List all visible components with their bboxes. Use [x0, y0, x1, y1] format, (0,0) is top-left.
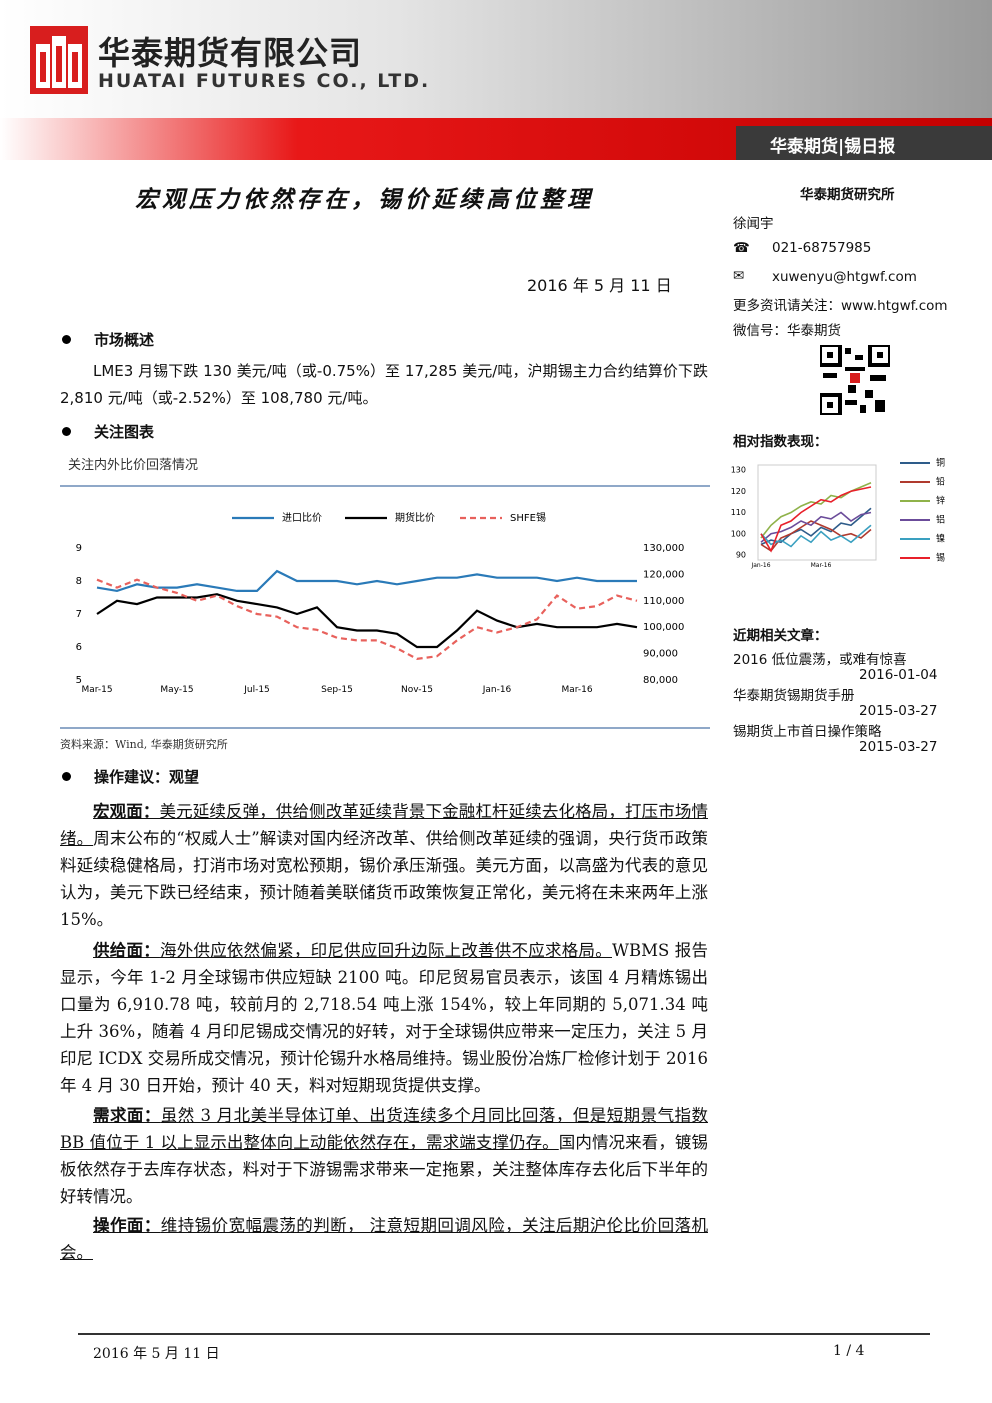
index-title: 相对指数表现： [733, 434, 828, 450]
legend-label: 铜 [936, 457, 945, 469]
paragraph-text: WBMS 报告显示，今年 1-2 月全球锡市供应短缺 2100 吨。印尼贸易官员… [60, 941, 709, 1095]
y-tick-label: 90 [736, 551, 746, 560]
legend-label: 进口比价 [282, 512, 322, 524]
page-number: 1 / 4 [833, 1343, 865, 1359]
y2-tick-label: 90,000 [643, 649, 678, 660]
y2-tick-label: 80,000 [643, 675, 678, 686]
x-tick-label: Mar-16 [561, 685, 592, 695]
analyst: 徐闻宇 [733, 216, 774, 232]
key-point: 美元延续反弹，供给侧改革延续背景下金融杠杆延续去化格局，打压市场情绪。 [60, 802, 708, 848]
series-line [96, 569, 637, 593]
email: xuwenyu@htgwf.com [772, 269, 917, 285]
y2-tick-label: 110,000 [643, 596, 684, 607]
series-line [96, 578, 638, 661]
website: 更多资讯请关注：www.htgwf.com [733, 298, 948, 314]
logo [30, 26, 88, 94]
series-line [760, 524, 872, 548]
article-title: 2016 低位震荡，或难有惊喜 [733, 652, 907, 668]
x-tick-label: Mar-16 [811, 562, 832, 569]
section-heading: 操作建议：观望 [94, 768, 200, 786]
series-line [760, 486, 872, 553]
paragraph-label: 供给面： [93, 941, 160, 960]
y-tick-label: 5 [76, 675, 82, 686]
y2-tick-label: 130,000 [643, 543, 684, 554]
section-heading: 市场概述 [94, 331, 155, 349]
company-en: HUATAI FUTURES CO., LTD. [98, 70, 431, 92]
main-chart: 5 6 7 8 9 80,000 90,000 100,000 110,000 120,000 13… [60, 485, 710, 729]
legend-label: 锡 [936, 553, 945, 564]
plot-frame [757, 464, 877, 561]
article-date: 2015-03-27 [859, 739, 938, 755]
phone: 021-68757985 [772, 240, 872, 256]
articles-title: 近期相关文章： [733, 628, 828, 644]
key-point: 海外供应依然偏紧，印尼供应回升边际上改善供不应求格局。 [159, 941, 612, 960]
legend-label: 镍 [936, 533, 945, 545]
paragraph-text: 周末公布的“权威人士”解读对国内经济改革、供给侧改革延续的强调，央行货币政策料延… [60, 829, 709, 929]
legend-label: 铝 [936, 514, 945, 526]
x-tick-label: Sep-15 [321, 685, 353, 695]
x-tick-label: Jan-16 [750, 562, 770, 569]
paragraph: 供给面：海外供应依然偏紧，印尼供应回升边际上改善供不应求格局。WBMS 报告显示… [60, 937, 708, 1099]
key-point: 维持锡价宽幅震荡的判断， 注意短期回调风险，关注后期沪伦比价回落机会。 [60, 1216, 708, 1262]
bullet [62, 772, 71, 781]
paragraph-label: 需求面： [93, 1106, 161, 1125]
y-tick-label: 110 [731, 508, 746, 517]
y-tick-label: 6 [76, 642, 82, 653]
legend-label: 锌 [936, 495, 945, 507]
legend-label: 铅 [936, 476, 945, 488]
bullet [62, 335, 71, 344]
header-band [0, 0, 992, 118]
paragraph-label: 宏观面： [93, 802, 160, 821]
mail-icon: ✉ [733, 268, 745, 284]
paragraph: LME3 月锡下跌 130 美元/吨（或-0.75%）至 17,285 美元/吨… [60, 362, 708, 407]
y-tick-label: 100 [731, 529, 746, 538]
report-tag: 华泰期货|锡日报 [770, 137, 896, 157]
y2-tick-label: 100,000 [643, 622, 684, 633]
y-tick-label: 130 [731, 466, 746, 475]
wechat: 微信号：华泰期货 [733, 323, 841, 339]
paragraph: 宏观面：美元延续反弹，供给侧改革延续背景下金融杠杆延续去化格局，打压市场情绪。周… [60, 798, 708, 933]
legend-label: SHFE锡 [510, 511, 546, 524]
report-date: 2016 年 5 月 11 日 [527, 276, 672, 295]
footer-date: 2016 年 5 月 11 日 [93, 1346, 220, 1362]
paragraph: 操作面：维持锡价宽幅震荡的判断， 注意短期回调风险，关注后期沪伦比价回落机会。 [60, 1212, 708, 1266]
bullet [62, 427, 71, 436]
paragraph-label: 操作面： [93, 1216, 161, 1235]
article-date: 2016-01-04 [859, 667, 938, 683]
legend-label: 期货比价 [395, 511, 435, 524]
key-point: 虽然 3 月北美半导体订单、出货连续多个月同比回落，但是短期景气指数 BB 值位… [60, 1106, 708, 1152]
chart-source: 资料来源：Wind, 华泰期货研究所 [60, 738, 228, 751]
phone-icon: ☎ [733, 240, 750, 256]
tag-box [736, 126, 992, 160]
x-tick-label: Jul-15 [243, 685, 270, 695]
company-cn: 华泰期货有限公司 [98, 34, 363, 72]
institute: 华泰期货研究所 [800, 187, 895, 203]
x-tick-label: May-15 [160, 685, 193, 695]
article-title: 华泰期货锡期货手册 [733, 688, 855, 704]
y-tick-label: 120 [731, 487, 746, 496]
article-date: 2015-03-27 [859, 703, 938, 719]
paragraph: 需求面：虽然 3 月北美半导体订单、出货连续多个月同比回落，但是短期景气指数 B… [60, 1102, 708, 1210]
chart-caption: 关注内外比价回落情况 [68, 458, 199, 473]
y-tick-label: 9 [76, 543, 82, 554]
series-line [760, 511, 872, 543]
y-tick-label: 7 [76, 609, 82, 620]
series-line [96, 593, 638, 649]
qr-code [820, 345, 890, 415]
footer-rule [78, 1333, 930, 1335]
section-heading: 关注图表 [94, 423, 155, 441]
x-tick-label: Nov-15 [401, 685, 433, 695]
article-title: 锡期货上市首日操作策略 [733, 724, 882, 740]
y-tick-label: 8 [76, 576, 82, 587]
x-tick-label: Mar-15 [81, 685, 112, 695]
series-line [760, 507, 872, 546]
report-title: 宏观压力依然存在，锡价延续高位整理 [135, 186, 594, 213]
y2-tick-label: 120,000 [643, 569, 684, 580]
x-tick-label: Jan-16 [482, 685, 512, 695]
paragraph-text: 国内情况来看，镀锡板依然存于去库存状态，料对于下游锡需求带来一定拖累，关注整体库… [60, 1133, 709, 1206]
